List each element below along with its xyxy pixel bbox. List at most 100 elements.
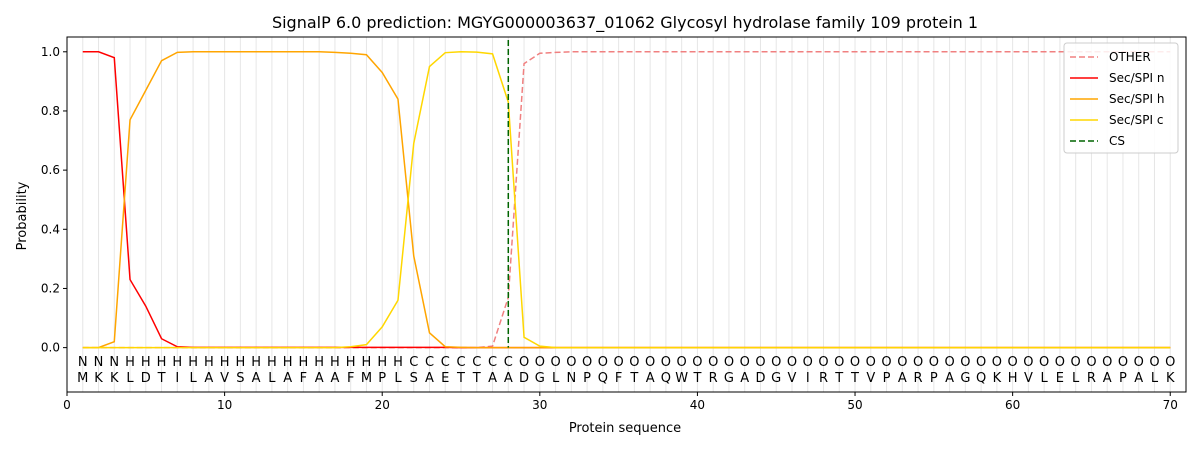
- region-label: O: [929, 355, 939, 370]
- residue-label: R: [709, 371, 718, 386]
- residue-label: E: [441, 371, 449, 386]
- region-label: H: [251, 355, 261, 370]
- x-tick-label: 70: [1163, 398, 1178, 412]
- legend-label: Sec/SPI n: [1109, 71, 1164, 85]
- region-label: H: [362, 355, 372, 370]
- residue-label: W: [675, 371, 688, 386]
- region-label: H: [283, 355, 293, 370]
- residue-label: M: [361, 371, 372, 386]
- residue-label: D: [755, 371, 765, 386]
- x-tick-label: 30: [532, 398, 547, 412]
- series-line-sec-spi-n: [82, 51, 1171, 349]
- region-label: O: [692, 355, 702, 370]
- region-label: O: [550, 355, 560, 370]
- residue-label: T: [850, 371, 859, 386]
- y-tick-label: 1.0: [41, 45, 60, 59]
- residue-label: V: [1024, 371, 1033, 386]
- region-label: H: [267, 355, 277, 370]
- residue-label: D: [519, 371, 529, 386]
- residue-label: T: [472, 371, 481, 386]
- residue-label: S: [410, 371, 418, 386]
- region-label: O: [708, 355, 718, 370]
- residue-label: T: [456, 371, 465, 386]
- region-label: O: [629, 355, 639, 370]
- region-label: H: [314, 355, 324, 370]
- region-label: O: [803, 355, 813, 370]
- region-label: O: [913, 355, 923, 370]
- residue-label: P: [1119, 371, 1127, 386]
- x-tick-label: 40: [690, 398, 705, 412]
- residue-label: L: [1072, 371, 1080, 386]
- region-label: C: [504, 355, 513, 370]
- residue-label: L: [552, 371, 560, 386]
- region-label: O: [724, 355, 734, 370]
- legend: OTHER Sec/SPI n Sec/SPI h Sec/SPI c CS: [1063, 42, 1179, 154]
- region-label: O: [866, 355, 876, 370]
- residue-label: E: [1056, 371, 1064, 386]
- legend-label: Sec/SPI c: [1109, 113, 1163, 127]
- region-label: O: [1055, 355, 1065, 370]
- region-label: N: [94, 355, 104, 370]
- region-label: H: [220, 355, 230, 370]
- series-lines: [82, 40, 1171, 349]
- residue-label: R: [819, 371, 828, 386]
- residue-label: L: [189, 371, 197, 386]
- residue-label: A: [252, 371, 261, 386]
- residue-label: M: [77, 371, 88, 386]
- region-label: H: [299, 355, 309, 370]
- residue-label: T: [157, 371, 166, 386]
- x-tick-label: 0: [63, 398, 71, 412]
- legend-label: Sec/SPI h: [1109, 92, 1164, 106]
- region-label: H: [393, 355, 403, 370]
- residue-label: R: [914, 371, 923, 386]
- region-label: C: [456, 355, 465, 370]
- region-label: H: [188, 355, 198, 370]
- residue-label: A: [1134, 371, 1143, 386]
- region-label: O: [1118, 355, 1128, 370]
- region-label: H: [125, 355, 135, 370]
- residue-label: L: [394, 371, 402, 386]
- residue-label: V: [866, 371, 875, 386]
- residue-label: V: [220, 371, 229, 386]
- residue-label: F: [300, 371, 307, 386]
- region-label: H: [204, 355, 214, 370]
- region-label: O: [535, 355, 545, 370]
- residue-label: F: [615, 371, 622, 386]
- residue-label: R: [1087, 371, 1096, 386]
- region-label: O: [740, 355, 750, 370]
- region-label: O: [661, 355, 671, 370]
- residue-label: A: [1103, 371, 1112, 386]
- residue-label: Q: [976, 371, 986, 386]
- region-label: C: [488, 355, 497, 370]
- plot-frame: [66, 36, 1187, 393]
- region-label: O: [677, 355, 687, 370]
- residue-label: T: [834, 371, 843, 386]
- residue-label: D: [141, 371, 151, 386]
- residue-label: L: [1151, 371, 1159, 386]
- residue-label: P: [378, 371, 386, 386]
- residue-label: A: [315, 371, 324, 386]
- residue-label: Q: [661, 371, 671, 386]
- region-label: O: [992, 355, 1002, 370]
- residue-label: G: [535, 371, 545, 386]
- residue-label: A: [330, 371, 339, 386]
- region-label: O: [834, 355, 844, 370]
- region-label: O: [944, 355, 954, 370]
- region-label: O: [818, 355, 828, 370]
- region-label: O: [976, 355, 986, 370]
- region-label: O: [850, 355, 860, 370]
- residue-label: A: [204, 371, 213, 386]
- residue-label: T: [629, 371, 638, 386]
- region-label: H: [346, 355, 356, 370]
- region-label: N: [78, 355, 88, 370]
- axis-ticks: 0 10 20 30 40 50 60 70 0.0 0.2 0.4 0.6 0.8 1.0: [41, 45, 1178, 412]
- region-label: O: [1134, 355, 1144, 370]
- residue-label: I: [175, 371, 179, 386]
- residue-label: A: [945, 371, 954, 386]
- residue-label: A: [488, 371, 497, 386]
- region-label: O: [881, 355, 891, 370]
- region-label: O: [598, 355, 608, 370]
- region-label: O: [1102, 355, 1112, 370]
- region-label: O: [519, 355, 529, 370]
- residue-label: K: [1166, 371, 1175, 386]
